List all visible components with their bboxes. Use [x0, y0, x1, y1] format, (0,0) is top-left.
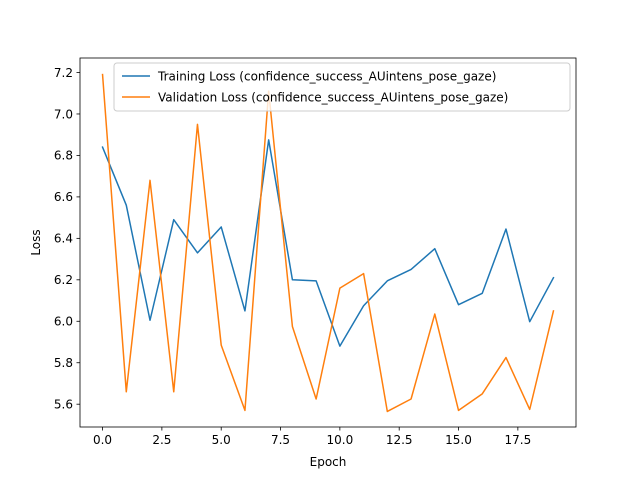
x-tick-label: 10.0 [327, 433, 354, 447]
series-line-0 [101, 139, 555, 347]
y-tick-label: 5.6 [54, 397, 73, 411]
y-tick-label: 6.2 [54, 273, 73, 287]
x-tick-label: 5.0 [212, 433, 231, 447]
x-tick-label: 7.5 [271, 433, 290, 447]
legend-box [113, 62, 571, 112]
x-tick-label: 2.5 [152, 433, 171, 447]
series-line-1 [101, 73, 555, 413]
y-tick-label: 5.8 [54, 356, 73, 370]
y-tick-label: 7.2 [54, 66, 73, 80]
x-axis-ticks: 0.0 2.5 5.0 7.5 10.0 12.5 15.0 17.5 [93, 427, 531, 447]
y-tick-label: 6.6 [54, 190, 73, 204]
y-tick-label: 6.8 [54, 149, 73, 163]
axes-frame [79, 57, 577, 428]
x-tick-label: 17.5 [504, 433, 531, 447]
x-tick-label: 15.0 [445, 433, 472, 447]
y-tick-label: 7.0 [54, 107, 73, 121]
legend-label-0: Training Loss (confidence_success_AUinte… [157, 69, 496, 83]
legend-label-1: Validation Loss (confidence_success_AUin… [158, 90, 508, 104]
legend: Training Loss (confidence_success_AUinte… [113, 62, 571, 112]
x-tick-label: 12.5 [386, 433, 413, 447]
x-axis-label: Epoch [310, 455, 347, 469]
y-axis-ticks: 5.6 5.8 6.0 6.2 6.4 6.6 6.8 7.0 7.2 [54, 66, 80, 411]
y-tick-label: 6.4 [54, 232, 73, 246]
y-tick-label: 6.0 [54, 315, 73, 329]
series-lines [101, 73, 555, 413]
y-axis-label: Loss [29, 229, 43, 255]
x-tick-label: 0.0 [93, 433, 112, 447]
